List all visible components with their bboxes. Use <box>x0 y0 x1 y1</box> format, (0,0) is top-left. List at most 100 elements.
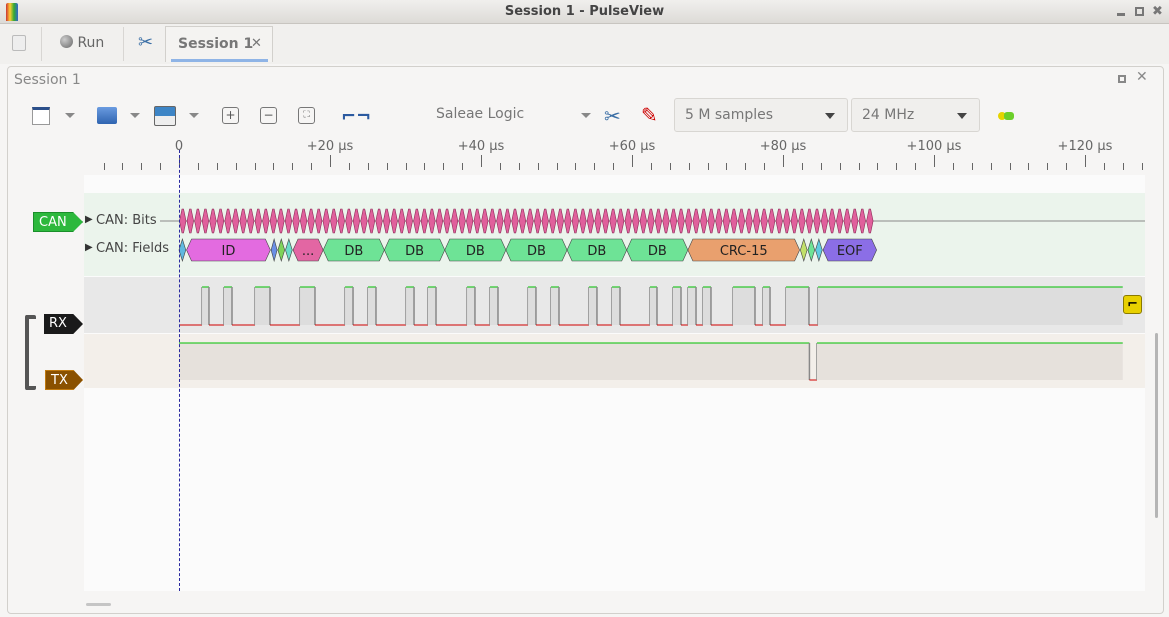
field-annotation <box>800 237 808 263</box>
bit-annotation <box>526 208 534 234</box>
new-session-icon[interactable] <box>32 107 50 125</box>
zoom-out-icon[interactable]: − <box>260 107 277 124</box>
device-selector[interactable]: Saleae Logic <box>426 98 596 132</box>
close-window-button[interactable]: ✖ <box>1152 4 1163 19</box>
chevron-down-icon[interactable] <box>130 113 140 118</box>
bit-annotation <box>299 208 308 234</box>
float-panel-icon[interactable] <box>1118 75 1126 83</box>
probe-icon[interactable]: ✎ <box>641 103 658 127</box>
bit-annotation <box>481 208 489 234</box>
ruler-tick <box>311 163 313 170</box>
ruler-tick <box>197 163 199 170</box>
field-label: ... <box>302 244 314 259</box>
ruler-tick <box>896 163 898 170</box>
samplerate-select[interactable]: 24 MHz <box>851 98 980 132</box>
window-title: Session 1 - PulseView <box>504 4 665 19</box>
bit-annotation <box>390 208 398 234</box>
ruler-tick <box>764 163 766 170</box>
field-label: DB <box>648 244 667 259</box>
sample-count-select[interactable]: 5 M samples <box>674 98 848 132</box>
open-file-icon[interactable] <box>97 107 117 124</box>
cursors-icon[interactable]: ⌐¬ <box>341 106 372 127</box>
vertical-scrollbar[interactable] <box>1155 333 1158 518</box>
high-fill <box>550 287 559 325</box>
tab-session-1[interactable]: Session 1 ✕ <box>165 26 273 62</box>
ruler-tick <box>915 163 917 170</box>
bit-annotation <box>186 208 194 234</box>
bit-annotation <box>617 208 625 234</box>
bit-annotation <box>420 208 428 234</box>
bit-annotation <box>805 208 814 234</box>
new-session-icon[interactable] <box>12 35 26 51</box>
trigger-icon[interactable]: ⌐ <box>1123 295 1142 314</box>
bit-annotation <box>745 208 753 234</box>
ruler-tick <box>839 163 841 170</box>
bit-annotation <box>564 208 572 234</box>
run-icon <box>60 35 73 48</box>
bit-annotation <box>224 208 232 234</box>
channel-name: TX <box>51 373 68 388</box>
save-icon[interactable] <box>154 106 176 126</box>
time-ruler[interactable]: 0 +20 µs +40 µs +60 µs +80 µs +100 µs +120 µs <box>84 138 1145 175</box>
bit-annotation <box>209 208 217 234</box>
zoom-fit-icon[interactable]: ⛶ <box>298 107 315 124</box>
ruler-label: +60 µs <box>608 139 656 154</box>
bit-annotation <box>654 208 663 234</box>
maximize-button[interactable] <box>1135 7 1144 16</box>
bit-annotation <box>488 208 496 234</box>
high-fill <box>255 287 270 325</box>
bit-annotation <box>715 208 723 234</box>
close-panel-icon[interactable]: ✕ <box>1136 69 1148 85</box>
bit-annotation <box>254 208 262 234</box>
horizontal-scrollbar[interactable] <box>86 603 111 606</box>
high-fill <box>300 287 315 325</box>
add-decoder-icon[interactable] <box>998 112 1018 120</box>
bit-annotation <box>624 208 632 234</box>
tab-bar: Run ✂ Session 1 ✕ <box>0 24 1169 64</box>
run-button[interactable]: Run <box>60 24 104 62</box>
ruler-tick <box>1122 163 1124 170</box>
ruler-tick <box>613 163 615 170</box>
bit-annotation <box>685 208 693 234</box>
bit-annotation <box>367 208 376 234</box>
tab-close-icon[interactable]: ✕ <box>251 36 262 51</box>
device-config-icon[interactable]: ✂ <box>604 104 621 128</box>
samplerate-value: 24 MHz <box>862 107 915 123</box>
high-fill <box>427 287 437 325</box>
minimize-button[interactable] <box>1117 13 1125 16</box>
ruler-tick <box>330 155 331 167</box>
ruler-label: +120 µs <box>1057 139 1113 154</box>
bit-annotation <box>473 208 481 234</box>
bit-annotation <box>269 208 277 234</box>
decoder-label-can[interactable]: CAN <box>33 212 83 232</box>
high-fill <box>762 287 771 325</box>
expand-arrow-icon[interactable]: ▶ <box>85 242 93 253</box>
bit-annotation <box>330 208 338 234</box>
bit-annotation <box>360 208 368 234</box>
channel-label-tx[interactable]: TX <box>45 370 83 390</box>
channel-label-rx[interactable]: RX <box>44 314 83 334</box>
ruler-tick <box>990 163 992 170</box>
high-fill <box>345 287 354 325</box>
bit-annotation <box>790 208 798 234</box>
settings-icon[interactable]: ✂ <box>138 32 154 53</box>
chevron-down-icon[interactable] <box>65 113 75 118</box>
ruler-tick <box>386 163 388 170</box>
ruler-tick <box>499 163 501 170</box>
bit-annotation <box>239 208 247 234</box>
high-fill <box>202 287 209 325</box>
ruler-tick <box>594 163 596 170</box>
bit-annotation <box>307 208 315 234</box>
bit-annotation <box>179 208 187 234</box>
expand-arrow-icon[interactable]: ▶ <box>85 214 93 225</box>
ruler-tick <box>537 163 539 170</box>
bit-annotation <box>843 208 851 234</box>
chevron-down-icon[interactable] <box>189 113 199 118</box>
bit-annotation <box>858 208 866 234</box>
can-row-bg <box>84 193 1145 276</box>
zoom-in-icon[interactable]: + <box>222 107 239 124</box>
bit-annotation <box>201 208 210 234</box>
bit-annotation <box>760 208 768 234</box>
bit-annotation <box>609 208 617 234</box>
